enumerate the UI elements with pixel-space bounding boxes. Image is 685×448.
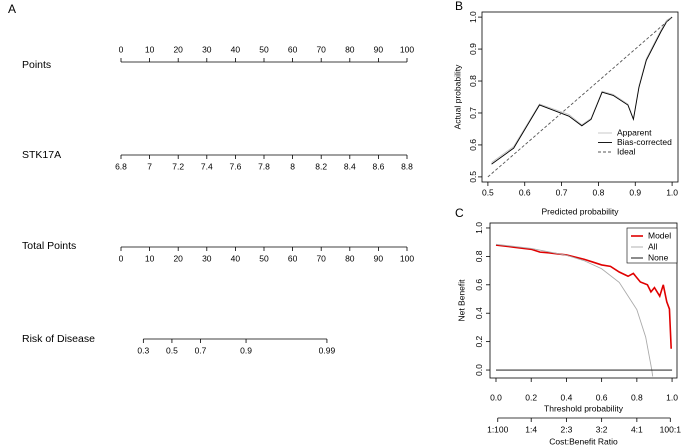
secondary-tick-label: 2:3 (561, 424, 573, 434)
x-tick-label: 0.8 (631, 392, 643, 402)
secondary-tick-label: 4:1 (631, 424, 643, 434)
secondary-tick-label: 100:1 (660, 424, 682, 434)
tick-label: 0.99 (319, 345, 336, 355)
tick-label: 10 (145, 253, 155, 263)
tick-label: 0 (119, 253, 124, 263)
y-axis-title: Actual probability (452, 64, 462, 129)
tick-label: 80 (345, 44, 355, 54)
panel-label: A (8, 2, 16, 16)
tick-label: 0.5 (166, 345, 178, 355)
y-tick-label: 0.6 (468, 139, 478, 151)
series-line (495, 243, 654, 377)
y-tick-label: 0.9 (468, 43, 478, 55)
legend-label: Model (648, 230, 671, 240)
tick-label: 100 (400, 253, 414, 263)
secondary-tick-label: 1:4 (525, 424, 537, 434)
x-tick-label: 0.8 (593, 187, 605, 197)
x-tick-label: 0.2 (525, 392, 537, 402)
x-tick-label: 0.5 (482, 187, 494, 197)
y-tick-label: 0.2 (474, 335, 484, 347)
series-line (491, 16, 673, 165)
y-tick-label: 0.4 (474, 307, 484, 319)
tick-label: 0.9 (240, 345, 252, 355)
row-label: STK17A (22, 149, 61, 161)
tick-label: 30 (202, 253, 212, 263)
tick-label: 50 (259, 44, 269, 54)
series-line (487, 16, 673, 178)
tick-label: 8.6 (372, 161, 384, 171)
tick-label: 100 (400, 44, 414, 54)
tick-label: 90 (374, 253, 384, 263)
tick-label: 0.3 (137, 345, 149, 355)
y-tick-label: 0.6 (474, 279, 484, 291)
secondary-tick-label: 1:100 (487, 424, 509, 434)
plot-frame (481, 11, 679, 183)
x-axis-title: Threshold probability (544, 403, 624, 413)
x-tick-label: 1.0 (666, 187, 678, 197)
panel-label: C (455, 206, 464, 220)
y-tick-label: 0.7 (468, 107, 478, 119)
tick-label: 30 (202, 44, 212, 54)
series-line (495, 244, 672, 349)
legend-label: All (648, 241, 658, 251)
row-label: Total Points (22, 240, 76, 252)
tick-label: 0.7 (195, 345, 207, 355)
legend-label: Ideal (617, 146, 636, 156)
x-tick-label: 0.6 (596, 392, 608, 402)
tick-label: 50 (259, 253, 269, 263)
y-tick-label: 1.0 (474, 222, 484, 234)
x-tick-label: 0.0 (490, 392, 502, 402)
plot-frame (489, 222, 678, 379)
secondary-axis-title: Cost:Benefit Ratio (549, 436, 618, 446)
legend-label: None (648, 252, 669, 262)
tick-label: 40 (231, 253, 241, 263)
y-tick-label: 0.5 (468, 171, 478, 183)
legend-label: Apparent (617, 127, 652, 137)
tick-label: 80 (345, 253, 355, 263)
tick-label: 8.2 (315, 161, 327, 171)
y-axis-title: Net Benefit (456, 279, 466, 322)
tick-label: 90 (374, 44, 384, 54)
tick-label: 7.2 (172, 161, 184, 171)
legend-box (626, 227, 678, 264)
y-tick-label: 0.8 (474, 250, 484, 262)
tick-label: 8.4 (344, 161, 356, 171)
secondary-tick-label: 3:2 (596, 424, 608, 434)
tick-label: 20 (173, 44, 183, 54)
row-label: Points (22, 59, 51, 71)
legend-label: Bias-corrected (617, 137, 672, 147)
tick-label: 70 (316, 253, 326, 263)
tick-label: 8 (290, 161, 295, 171)
tick-label: 7.6 (229, 161, 241, 171)
tick-label: 40 (231, 44, 241, 54)
x-tick-label: 0.4 (561, 392, 573, 402)
series-line (491, 16, 673, 163)
tick-label: 7 (147, 161, 152, 171)
x-tick-label: 1.0 (666, 392, 678, 402)
tick-label: 70 (316, 44, 326, 54)
tick-label: 0 (119, 44, 124, 54)
tick-label: 7.8 (258, 161, 270, 171)
x-tick-label: 0.6 (519, 187, 531, 197)
y-tick-label: 1.0 (468, 11, 478, 23)
tick-label: 8.8 (401, 161, 413, 171)
tick-label: 60 (288, 44, 298, 54)
row-label: Risk of Disease (22, 333, 95, 345)
tick-label: 6.8 (115, 161, 127, 171)
tick-label: 7.4 (201, 161, 213, 171)
tick-label: 20 (173, 253, 183, 263)
tick-label: 10 (145, 44, 155, 54)
x-tick-label: 0.7 (556, 187, 568, 197)
panel-label: B (455, 0, 463, 13)
x-axis-title: Predicted probability (541, 206, 619, 216)
y-tick-label: 0.0 (474, 364, 484, 376)
y-tick-label: 0.8 (468, 75, 478, 87)
x-tick-label: 0.9 (629, 187, 641, 197)
tick-label: 60 (288, 253, 298, 263)
